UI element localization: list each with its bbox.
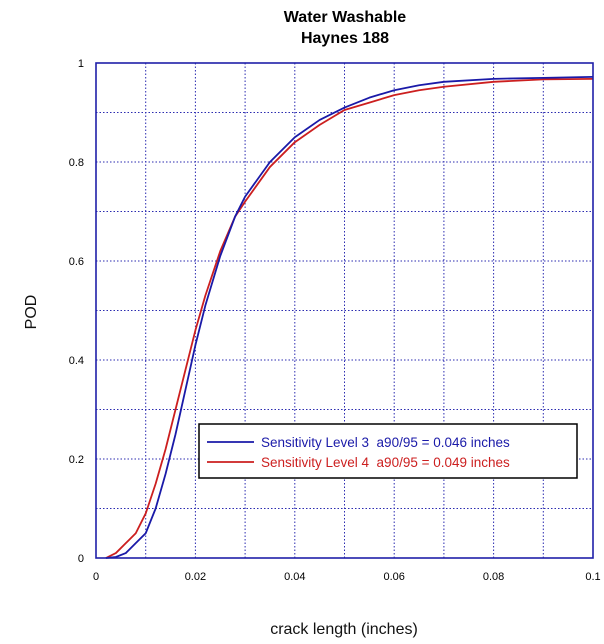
x-tick-label: 0.02 (185, 571, 206, 583)
chart-title-line-1: Water Washable (284, 9, 407, 26)
x-tick-label: 0.1 (585, 571, 600, 583)
y-axis-label: POD (23, 295, 40, 330)
chart-title-line-2: Haynes 188 (301, 30, 389, 47)
y-tick-label: 1 (78, 58, 84, 70)
legend: Sensitivity Level 3 a90/95 = 0.046 inche… (198, 423, 578, 479)
y-tick-label: 0.6 (69, 256, 84, 268)
legend-box (198, 423, 578, 479)
y-tick-label: 0.4 (69, 355, 84, 367)
grid (96, 63, 593, 558)
x-tick-labels: 0 0.02 0.04 0.06 0.08 0.1 (93, 571, 601, 583)
x-tick-label: 0.08 (483, 571, 504, 583)
legend-label-level-3: Sensitivity Level 3 a90/95 = 0.046 inche… (261, 435, 510, 450)
legend-label-level-4: Sensitivity Level 4 a90/95 = 0.049 inche… (261, 455, 510, 470)
y-tick-label: 0.2 (69, 454, 84, 466)
x-tick-label: 0 (93, 571, 99, 583)
y-tick-label: 0.8 (69, 157, 84, 169)
x-axis-label: crack length (inches) (270, 621, 418, 638)
x-tick-label: 0.06 (383, 571, 404, 583)
x-tick-label: 0.04 (284, 571, 305, 583)
series-lines (105, 75, 594, 559)
y-tick-label: 0 (78, 553, 84, 565)
y-tick-labels: 0 0.2 0.4 0.6 0.8 1 (69, 58, 84, 565)
series-line-level-3 (105, 75, 594, 559)
plot-frame (95, 62, 594, 559)
